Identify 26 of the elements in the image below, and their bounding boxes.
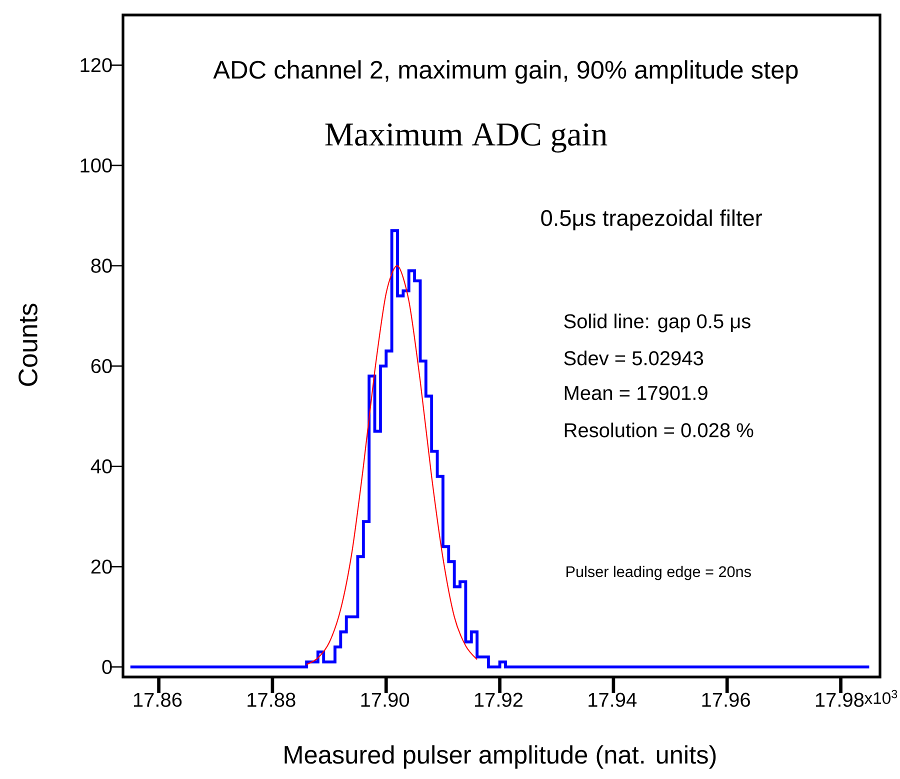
x-tick-label: 17.98 <box>816 692 864 707</box>
x-tick-label: 17.92 <box>474 692 522 707</box>
y-tick-label: 80 <box>91 258 112 273</box>
y-tick-label: 60 <box>91 358 112 374</box>
x-tick-label: 17.94 <box>588 692 637 707</box>
annotation: Resolution = 0.028 % <box>564 422 754 438</box>
annotation: Pulser leading edge = 20ns <box>566 566 751 580</box>
line-series <box>306 265 478 665</box>
text: ADC channel 2, maximum gain, 90% amplitude step <box>213 60 798 84</box>
x-tick-label: 17.86 <box>134 692 182 707</box>
x-tick-label: 17.88 <box>248 692 296 707</box>
annotation: Sdev = 5.02943 <box>564 350 704 366</box>
annotation: Solid line: gap 0.5 μs <box>564 314 750 332</box>
y-tick-label: 40 <box>90 459 112 474</box>
annotation: Mean = 17901.9 <box>564 386 708 400</box>
y-tick-label: 100 <box>80 158 112 173</box>
text: Maximum ADC gain <box>325 123 608 153</box>
y-tick-label: 0 <box>102 660 112 674</box>
annotation: 0.5μs trapezoidal filter <box>541 209 762 231</box>
y-axis-title: Counts <box>18 304 38 386</box>
x-tick-label: 17.96 <box>702 692 750 707</box>
text: x10$^{3}$ <box>864 690 898 704</box>
x-tick-label: 17.90 <box>361 692 410 707</box>
x-axis-title: Measured pulser amplitude (nat. units) <box>284 745 716 769</box>
y-tick-label: 120 <box>80 58 112 72</box>
y-tick-label: 20 <box>91 560 112 574</box>
